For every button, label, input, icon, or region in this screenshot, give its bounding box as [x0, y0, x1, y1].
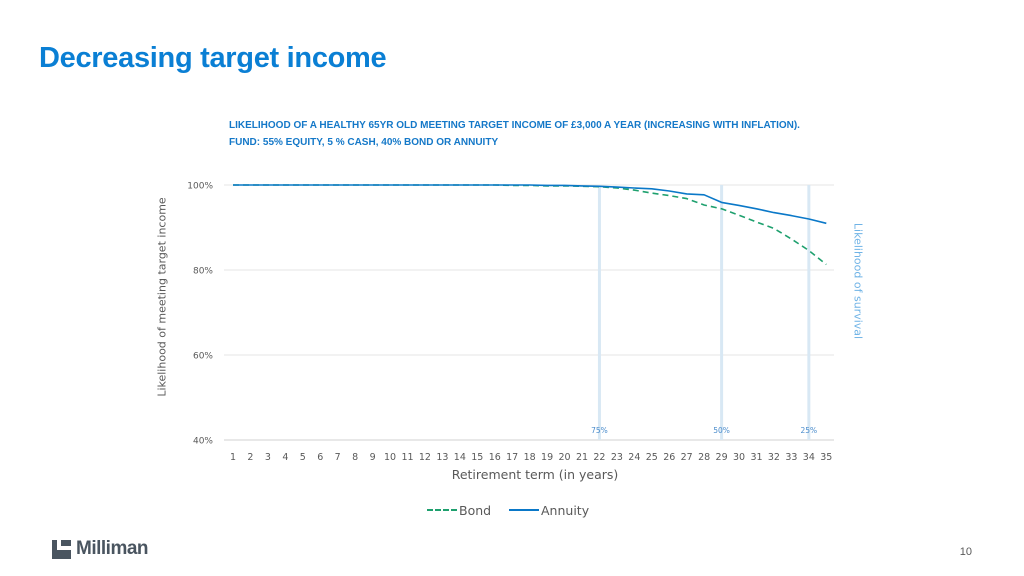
x-tick-label: 32	[768, 452, 780, 463]
x-tick-label: 35	[820, 452, 832, 463]
x-tick-label: 26	[663, 452, 675, 463]
x-tick-label: 19	[541, 452, 553, 463]
x-tick-label: 29	[716, 452, 728, 463]
logo-wordmark: Milliman	[76, 538, 149, 559]
x-tick-label: 24	[628, 452, 640, 463]
x-tick-label: 23	[611, 452, 623, 463]
series-line-annuity	[233, 184, 827, 225]
x-tick-label: 11	[401, 452, 413, 463]
survival-marker-label: 75%	[591, 426, 608, 435]
x-tick-label: 22	[593, 452, 605, 463]
x-tick-label: 25	[646, 452, 658, 463]
chart-legend: Bond Annuity	[0, 500, 1024, 520]
x-tick-label: 30	[733, 452, 745, 463]
x-axis-label: Retirement term (in years)	[451, 467, 619, 482]
x-tick-label: 5	[300, 452, 306, 463]
x-tick-label: 28	[698, 452, 710, 463]
y-tick-label: 80%	[193, 267, 213, 277]
x-tick-label: 17	[506, 452, 518, 463]
x-tick-label: 10	[384, 452, 396, 463]
x-tick-label: 8	[352, 452, 358, 463]
secondary-y-axis-label: Likelihood of survival	[851, 222, 865, 340]
legend-label-bond: Bond	[459, 502, 492, 518]
x-tick-label: 20	[559, 452, 571, 463]
y-tick-label: 100%	[187, 182, 213, 192]
x-tick-label: 7	[335, 452, 341, 463]
x-tick-label: 27	[681, 452, 693, 463]
survival-marker-label: 25%	[801, 426, 818, 435]
survival-marker-label: 50%	[713, 426, 730, 435]
page-number: 10	[959, 546, 972, 558]
x-tick-label: 2	[247, 452, 253, 463]
x-tick-label: 18	[524, 452, 536, 463]
legend-item-bond: Bond	[427, 500, 491, 520]
legend-label-annuity: Annuity	[541, 502, 590, 518]
x-tick-label: 14	[454, 452, 466, 463]
x-tick-label: 1	[230, 452, 236, 463]
x-tick-label: 16	[489, 452, 501, 463]
series-line-bond	[233, 184, 827, 266]
y-tick-label: 60%	[193, 352, 213, 362]
x-tick-label: 6	[317, 452, 323, 463]
x-tick-label: 33	[785, 452, 797, 463]
milliman-logo: Milliman	[52, 538, 149, 560]
x-tick-label: 13	[436, 452, 448, 463]
page-title: Decreasing target income	[39, 42, 387, 74]
milliman-logo-icon	[52, 539, 71, 559]
x-tick-label: 3	[265, 452, 271, 463]
x-tick-label: 34	[803, 452, 815, 463]
x-tick-label: 12	[419, 452, 431, 463]
x-tick-label: 9	[370, 452, 376, 463]
legend-swatch-annuity	[509, 509, 539, 511]
legend-swatch-bond	[427, 509, 457, 511]
chart-title: LIKELIHOOD OF A HEALTHY 65YR OLD MEETING…	[229, 120, 800, 148]
y-tick-label: 40%	[193, 437, 213, 447]
y-axis-label: Likelihood of meeting target income	[155, 197, 169, 397]
x-tick-label: 4	[282, 452, 288, 463]
legend-item-annuity: Annuity	[509, 500, 589, 520]
x-tick-label: 15	[471, 452, 483, 463]
x-tick-label: 21	[576, 452, 588, 463]
x-tick-label: 31	[750, 452, 762, 463]
